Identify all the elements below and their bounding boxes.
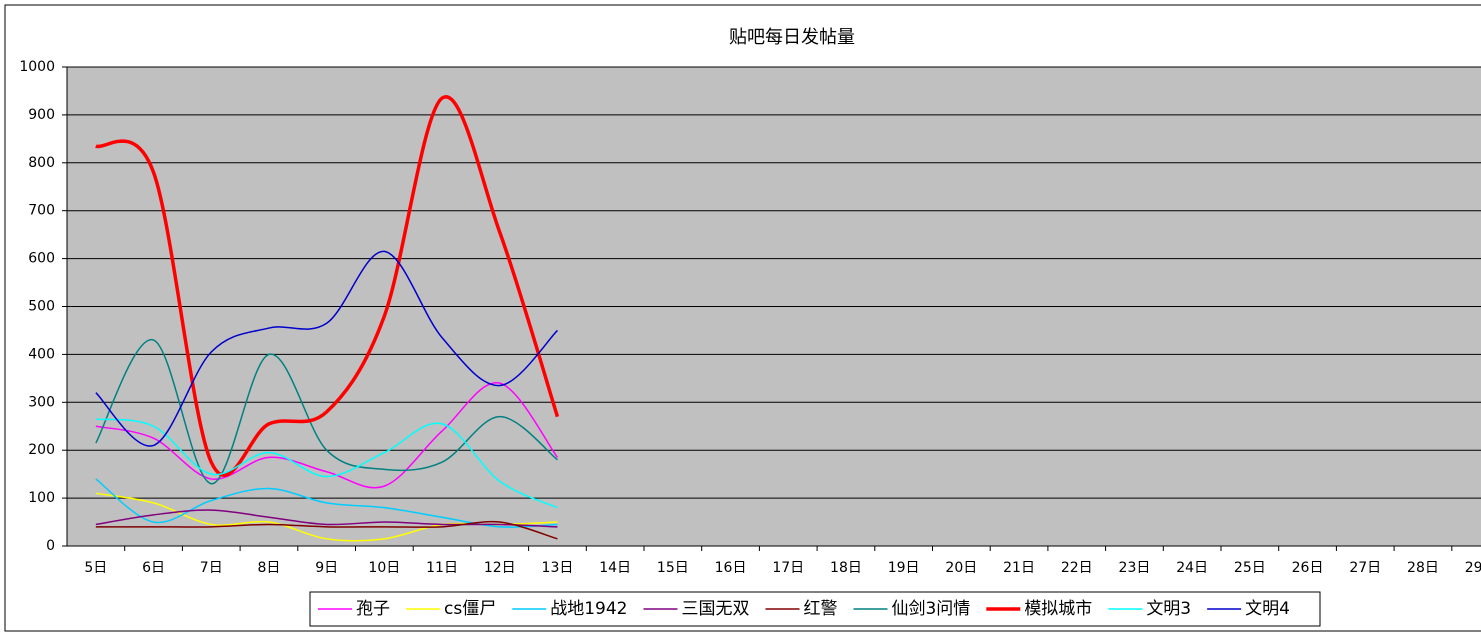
x-tick-label: 24日	[1176, 560, 1208, 576]
x-tick-label: 8日	[257, 560, 280, 576]
x-tick-label: 9日	[315, 560, 338, 576]
legend-label: 三国无双	[681, 599, 749, 619]
x-tick-label: 12日	[484, 560, 516, 576]
legend-label: 文明3	[1146, 599, 1191, 619]
x-tick-label: 14日	[599, 560, 631, 576]
series-line	[95, 250, 558, 447]
x-tick-label: 11日	[426, 560, 458, 576]
y-tick-label: 600	[28, 251, 55, 267]
x-tick-label: 23日	[1119, 560, 1151, 576]
legend-box	[309, 591, 1321, 627]
legend-label: 文明4	[1245, 599, 1290, 619]
x-tick-label: 13日	[542, 560, 574, 576]
x-tick-label: 28日	[1407, 560, 1439, 576]
y-tick-label: 1000	[19, 59, 55, 75]
legend-label: 战地1942	[550, 599, 627, 619]
x-tick-label: 27日	[1349, 560, 1381, 576]
y-tick-label: 900	[28, 107, 55, 123]
legend-label: 红警	[803, 599, 837, 619]
x-tick-label: 7日	[200, 560, 223, 576]
x-tick-label: 18日	[830, 560, 862, 576]
legend-label: 模拟城市	[1024, 599, 1092, 619]
x-tick-label: 6日	[142, 560, 165, 576]
series-line	[95, 339, 558, 485]
y-tick-label: 800	[28, 155, 55, 171]
x-tick-label: 15日	[657, 560, 689, 576]
x-tick-label: 20日	[945, 560, 977, 576]
y-tick-label: 0	[46, 538, 55, 554]
y-tick-label: 700	[28, 203, 55, 219]
series-line	[95, 520, 558, 540]
series-line	[95, 418, 558, 509]
x-tick-label: 19日	[888, 560, 920, 576]
chart-title: 贴吧每日发帖量	[729, 27, 855, 48]
x-tick-label: 17日	[772, 560, 804, 576]
series-line	[95, 509, 558, 528]
x-tick-label: 16日	[715, 560, 747, 576]
x-tick-label: 10日	[368, 560, 400, 576]
x-tick-label: 29日	[1465, 560, 1481, 576]
series-line	[95, 95, 560, 477]
legend-label: 孢子	[356, 599, 390, 619]
y-tick-label: 400	[28, 346, 55, 362]
y-tick-label: 500	[28, 299, 55, 315]
x-tick-label: 22日	[1061, 560, 1093, 576]
x-tick-label: 21日	[1003, 560, 1035, 576]
y-tick-label: 200	[28, 442, 55, 458]
y-tick-label: 300	[28, 394, 55, 410]
y-tick-label: 100	[28, 490, 55, 506]
x-tick-label: 5日	[84, 560, 107, 576]
x-tick-label: 25日	[1234, 560, 1266, 576]
legend-label: 仙剑3问情	[891, 599, 970, 619]
x-tick-label: 26日	[1292, 560, 1324, 576]
legend-label: cs僵尸	[444, 599, 496, 619]
